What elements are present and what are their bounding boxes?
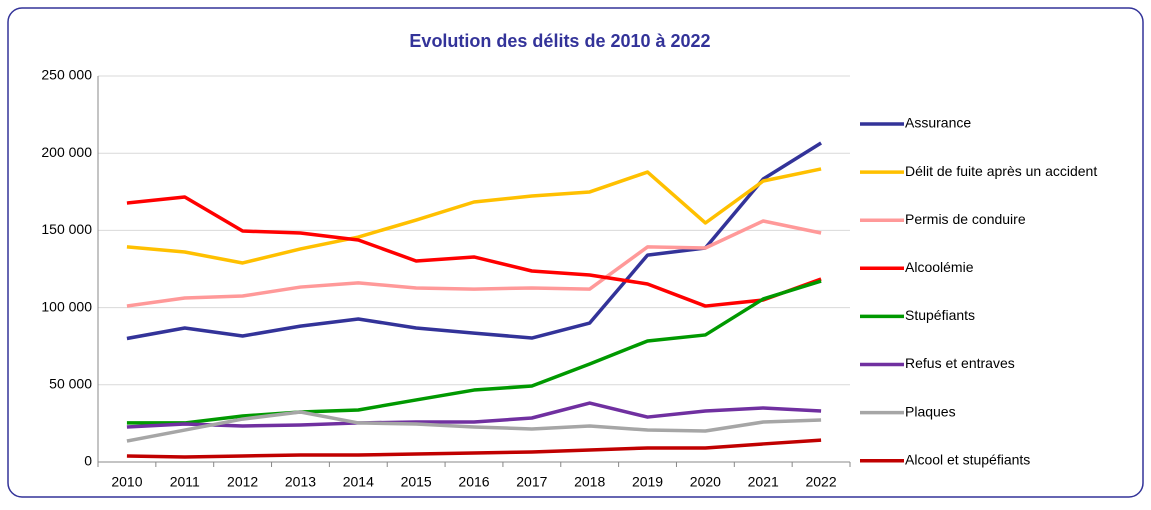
legend-label: Assurance — [905, 115, 971, 131]
legend-label: Stupéfiants — [905, 307, 975, 323]
legend-label: Délit de fuite après un accident — [905, 163, 1097, 179]
legend-label: Alcoolémie — [905, 259, 974, 275]
x-tick-label: 2010 — [111, 474, 142, 490]
y-tick-label: 50 000 — [49, 376, 92, 392]
series-line — [126, 195, 822, 308]
legend-label: Permis de conduire — [905, 211, 1026, 227]
series-line — [126, 219, 822, 308]
legend-label: Alcool et stupéfiants — [905, 451, 1030, 467]
chart-frame — [7, 7, 1144, 498]
x-tick-label: 2016 — [458, 474, 489, 490]
x-tick-label: 2020 — [690, 474, 721, 490]
series-line — [126, 438, 822, 459]
x-tick-label: 2019 — [632, 474, 663, 490]
y-tick-label: 100 000 — [41, 298, 92, 314]
chart-title: Evolution des délits de 2010 à 2022 — [409, 31, 710, 51]
y-tick-label: 0 — [84, 453, 92, 469]
y-tick-label: 200 000 — [41, 144, 92, 160]
x-tick-label: 2022 — [805, 474, 836, 490]
x-tick-label: 2011 — [170, 474, 200, 490]
series-line — [126, 167, 822, 265]
series-line — [126, 410, 822, 443]
y-tick-label: 150 000 — [41, 221, 92, 237]
x-tick-label: 2017 — [516, 474, 547, 490]
y-tick-label: 250 000 — [41, 67, 92, 83]
x-tick-label: 2012 — [227, 474, 258, 490]
legend-label: Plaques — [905, 403, 956, 419]
x-tick-label: 2013 — [285, 474, 316, 490]
series-line — [126, 279, 822, 425]
x-tick-label: 2015 — [401, 474, 432, 490]
x-tick-label: 2014 — [343, 474, 374, 490]
x-tick-label: 2018 — [574, 474, 605, 490]
x-tick-label: 2021 — [748, 474, 779, 490]
legend-label: Refus et entraves — [905, 355, 1015, 371]
series-line — [126, 401, 822, 429]
